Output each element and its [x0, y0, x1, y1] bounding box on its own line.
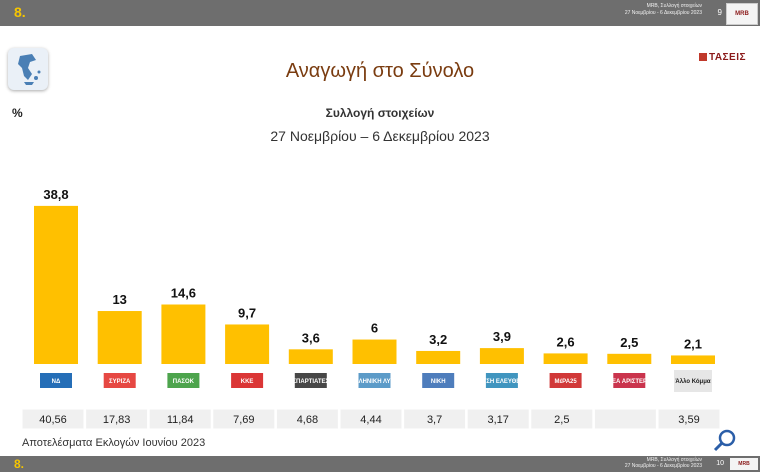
page-number: 9 — [717, 8, 722, 17]
footer-brand-logo: MRB — [730, 458, 758, 470]
previous-result-value: 2,5 — [554, 414, 569, 426]
party-name: ΣΠΑΡΤΙΑΤΕΣ — [292, 379, 329, 385]
previous-result-value: 40,56 — [39, 414, 67, 426]
header-line-1: MRB, Συλλογή στοιχείων — [646, 3, 702, 9]
party-name: ΕΛΛΗΝΙΚΗ ΛΥΣΗ — [351, 379, 399, 385]
unit-label: % — [12, 106, 23, 120]
bar — [288, 349, 333, 364]
bar — [352, 339, 397, 364]
tasis-logo: ΤΑΣΕΙΣ — [698, 52, 746, 63]
party-logo: ΠΑΣΟΚ — [164, 370, 203, 392]
bar — [34, 205, 78, 364]
top-bar: 8. MRB, Συλλογή στοιχείων 27 Νοεμβρίου -… — [0, 0, 760, 26]
previous-result-cell — [657, 408, 721, 430]
party-name: ΝΙΚΗ — [431, 379, 446, 385]
previous-result-cell — [148, 408, 212, 430]
logo-square-icon — [698, 53, 707, 62]
bar-value-label: 3,6 — [302, 330, 320, 345]
party-logo: ΚΚΕ — [228, 370, 267, 392]
bar-value-label: 3,9 — [493, 329, 511, 344]
bar — [416, 350, 461, 364]
logo-text: ΤΑΣΕΙΣ — [708, 52, 746, 63]
bar — [479, 348, 524, 364]
party-name: ΝΔ — [52, 379, 61, 385]
magnifier-icon[interactable] — [713, 428, 737, 452]
party-logo: Άλλο Κόμμα — [674, 370, 712, 392]
bar — [97, 311, 142, 364]
previous-result-cell — [593, 408, 657, 430]
slide-number: 8. — [14, 4, 26, 20]
previous-result-value: 7,69 — [233, 414, 254, 426]
greece-map-icon — [8, 48, 48, 90]
party-logo: ΣΠΑΡΤΙΑΤΕΣ — [291, 370, 330, 392]
bar-value-label: 38,8 — [43, 187, 68, 202]
bar — [161, 304, 206, 364]
party-name: ΣΥΡΙΖΑ — [109, 379, 131, 385]
party-logo: ΝΙΚΗ — [419, 370, 458, 392]
bar — [607, 353, 652, 364]
previous-results-label: Αποτελέσματα Εκλογών Ιουνίου 2023 — [22, 437, 206, 449]
party-name: ΠΑΣΟΚ — [173, 379, 195, 385]
party-name: ΠΛΕΥΣΗ ΕΛΕΥΘΕΡΙΑΣ — [470, 379, 534, 385]
footer-page-number: 10 — [716, 460, 724, 467]
party-logo: ΣΥΡΙΖΑ — [100, 370, 139, 392]
bar-value-label: 2,1 — [684, 336, 702, 351]
party-logo: ΠΛΕΥΣΗ ΕΛΕΥΘΕΡΙΑΣ — [470, 370, 534, 392]
bar-value-label: 2,6 — [557, 334, 575, 349]
bar — [671, 355, 715, 364]
party-name: ΚΚΕ — [241, 379, 254, 385]
previous-result-cell — [403, 408, 467, 430]
previous-result-cell — [85, 408, 149, 430]
previous-result-value: 17,83 — [103, 414, 131, 426]
previous-result-value: 3,59 — [678, 414, 699, 426]
bar — [543, 353, 588, 364]
party-name: ΜέΡΑ25 — [554, 379, 577, 385]
bar-value-label: 14,6 — [171, 286, 196, 301]
footer-line-1: MRB, Συλλογή στοιχείων — [646, 457, 702, 463]
previous-result-cell — [212, 408, 276, 430]
bar-value-label: 6 — [371, 321, 378, 336]
party-logo: ΕΛΛΗΝΙΚΗ ΛΥΣΗ — [351, 370, 399, 392]
previous-result-cell — [21, 408, 85, 430]
party-logo: ΜέΡΑ25 — [546, 370, 585, 392]
footer-slide-number: 8. — [14, 457, 25, 471]
footer-source: MRB, Συλλογή στοιχείων 27 Νοεμβρίου - 6 … — [625, 457, 702, 469]
previous-result-cell — [466, 408, 530, 430]
previous-result-cell — [275, 408, 339, 430]
party-name: Άλλο Κόμμα — [675, 379, 710, 385]
chart-date-range: 27 Νοεμβρίου – 6 Δεκεμβρίου 2023 — [270, 128, 490, 144]
previous-result-cell — [339, 408, 403, 430]
bar-value-label: 2,5 — [620, 335, 638, 350]
previous-result-cell — [530, 408, 594, 430]
bar-value-label: 9,7 — [238, 305, 256, 320]
header-line-2: 27 Νοεμβρίου - 6 Δεκεμβρίου 2023 — [624, 10, 702, 16]
bottom-bar: 8. MRB, Συλλογή στοιχείων 27 Νοεμβρίου -… — [0, 456, 760, 472]
bar-value-label: 13 — [112, 292, 126, 307]
footer-line-2: 27 Νοεμβρίου - 6 Δεκεμβρίου 2023 — [624, 463, 702, 469]
bar-value-label: 3,2 — [429, 332, 447, 347]
bar — [225, 324, 270, 364]
chart-subtitle: Συλλογή στοιχείων — [325, 106, 435, 120]
previous-result-value: 3,7 — [427, 414, 442, 426]
chart-title: Αναγωγή στο Σύνολο — [285, 60, 475, 82]
header-source: MRB, Συλλογή στοιχείων 27 Νοεμβρίου - 6 … — [625, 3, 702, 17]
previous-result-value: 3,17 — [487, 414, 508, 426]
party-logo: ΝΔ — [37, 370, 75, 392]
previous-result-value: 4,68 — [297, 414, 318, 426]
previous-result-value: 11,84 — [167, 414, 194, 426]
previous-result-value: 4,44 — [360, 414, 381, 426]
brand-logo: MRB — [726, 3, 758, 25]
party-logo: ΝΕΑ ΑΡΙΣΤΕΡΑ — [608, 370, 652, 392]
party-name: ΝΕΑ ΑΡΙΣΤΕΡΑ — [608, 379, 652, 385]
